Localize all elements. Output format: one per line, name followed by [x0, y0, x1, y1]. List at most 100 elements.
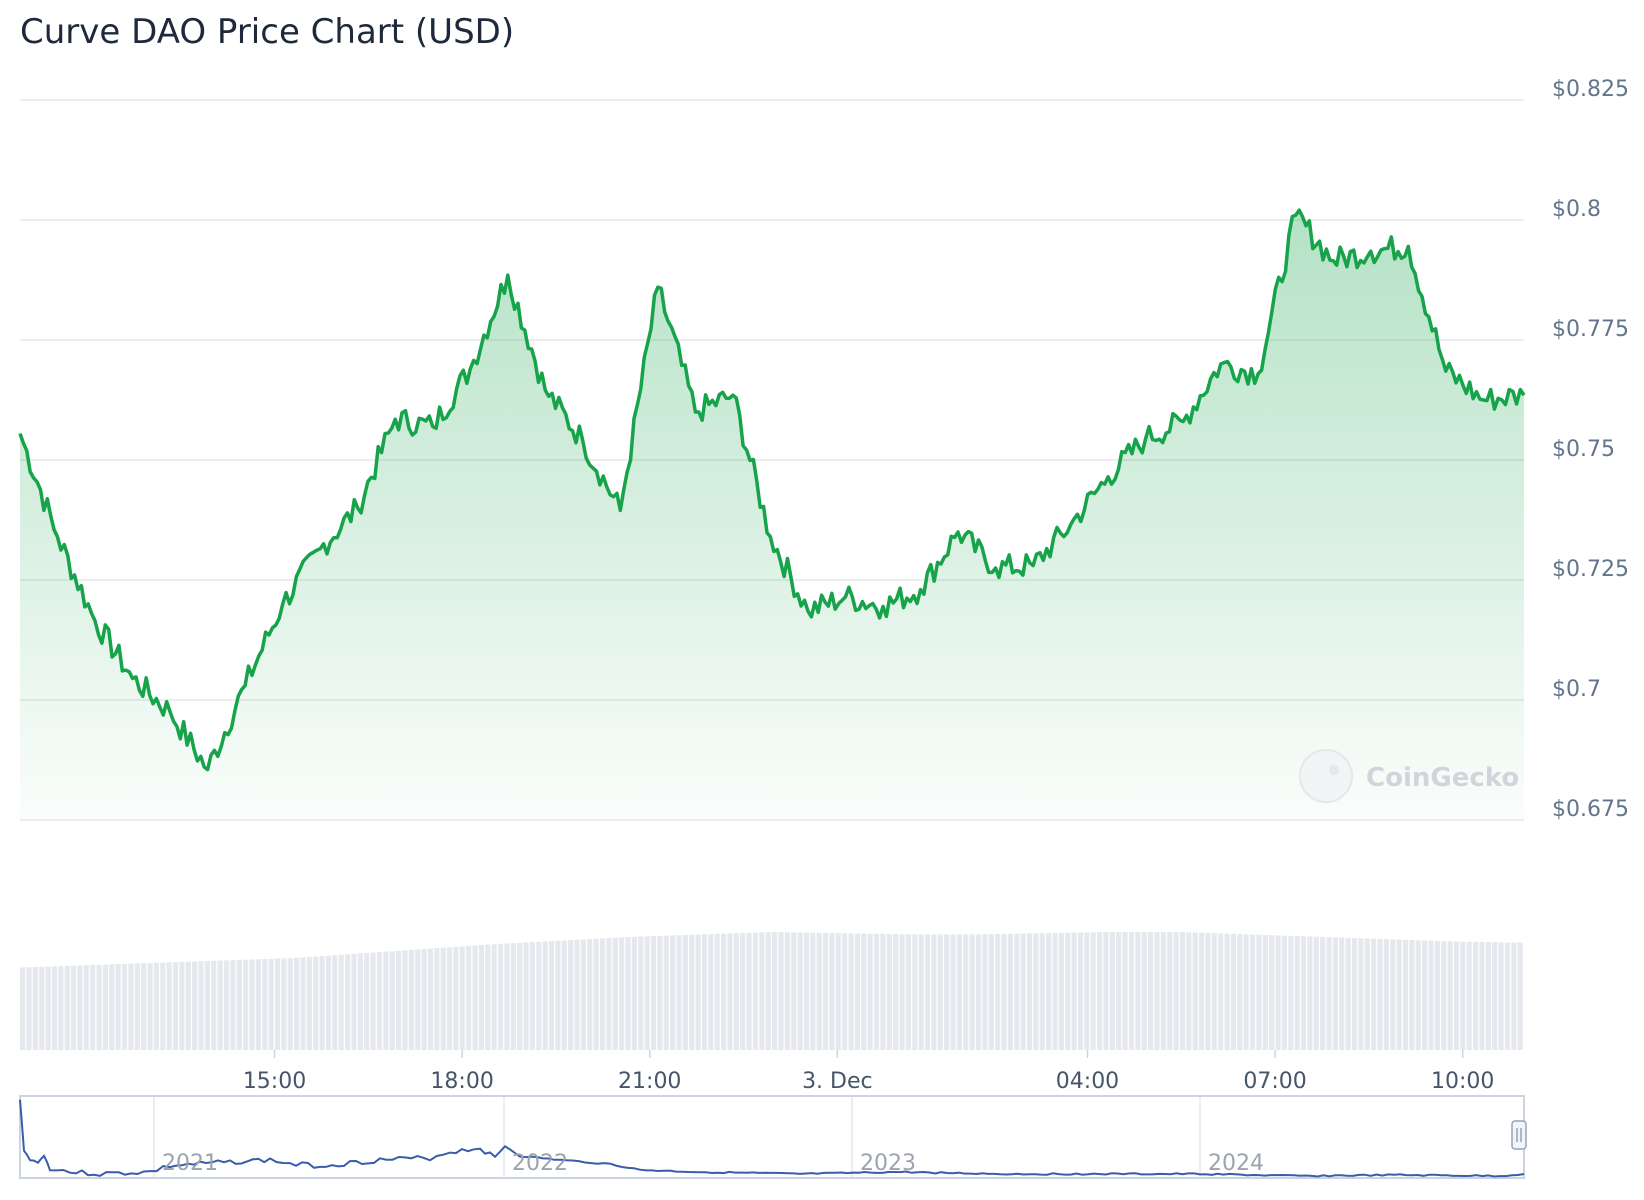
volume-bar [20, 967, 26, 1050]
volume-bar [905, 934, 912, 1050]
y-tick-label: $0.775 [1552, 317, 1629, 342]
volume-bar [1358, 938, 1364, 1050]
volume-bar [822, 932, 829, 1050]
volume-bar [1077, 932, 1084, 1050]
volume-bar [1320, 936, 1326, 1050]
volume-bar [701, 934, 708, 1050]
volume-bar [396, 950, 402, 1050]
volume-bars [20, 932, 1523, 1050]
volume-bar [376, 952, 383, 1050]
volume-bar [1084, 932, 1090, 1050]
gecko-logo-icon [1299, 749, 1353, 803]
volume-bar [1128, 932, 1135, 1050]
volume-bar [517, 942, 523, 1050]
volume-bar [141, 963, 147, 1050]
navigator-handle[interactable] [1511, 1120, 1527, 1150]
volume-bar [1243, 934, 1249, 1050]
volume-bar [912, 934, 918, 1050]
volume-bar [64, 965, 70, 1050]
volume-bar [166, 962, 172, 1050]
volume-bar [147, 962, 153, 1050]
navigator-labels: 2021 2022 2023 2024 [162, 1151, 1264, 1176]
volume-bar [204, 960, 210, 1050]
volume-bar [1116, 932, 1122, 1050]
volume-bar [625, 937, 631, 1050]
x-tick-label: 18:00 [430, 1069, 493, 1094]
volume-bar [848, 933, 854, 1050]
navigator-frame [19, 1095, 1525, 1179]
volume-bar [504, 943, 510, 1050]
volume-bar [1288, 935, 1294, 1050]
volume-bar [1007, 933, 1013, 1050]
volume-bar [1473, 941, 1479, 1050]
volume-bar [364, 952, 370, 1050]
volume-bar [223, 960, 230, 1050]
volume-bar [791, 932, 797, 1050]
x-tick-label: 07:00 [1243, 1069, 1306, 1094]
range-navigator[interactable]: 2021 2022 2023 2024 [19, 1095, 1527, 1179]
y-tick-label: $0.825 [1552, 77, 1629, 102]
volume-bar [1014, 933, 1020, 1050]
navigator-year-label: 2024 [1208, 1151, 1264, 1176]
volume-bar [408, 949, 414, 1050]
volume-bar [345, 954, 351, 1050]
volume-bar [1020, 933, 1026, 1050]
volume-bar [924, 934, 931, 1050]
volume-bar [778, 932, 784, 1050]
volume-bar [1364, 938, 1370, 1050]
volume-bar [192, 961, 198, 1050]
volume-bar [1135, 932, 1141, 1050]
volume-bar [1109, 932, 1115, 1050]
volume-bar [1511, 942, 1517, 1050]
volume-bar [1504, 942, 1511, 1050]
volume-bar [389, 951, 395, 1050]
volume-bar [536, 941, 542, 1050]
volume-bar [995, 933, 1001, 1050]
volume-bar [243, 959, 249, 1050]
x-tick-label: 21:00 [618, 1069, 681, 1094]
volume-bar [1160, 932, 1166, 1050]
volume-bar [1090, 932, 1096, 1050]
volume-bar [574, 939, 580, 1050]
volume-bar [969, 934, 975, 1050]
volume-bar [453, 946, 459, 1050]
volume-bar [740, 932, 746, 1050]
volume-bar [784, 932, 790, 1050]
volume-bar [873, 933, 880, 1050]
volume-bar [523, 942, 529, 1050]
coingecko-watermark: CoinGecko [1299, 749, 1519, 803]
volume-bar [988, 934, 994, 1050]
volume-bar [485, 944, 491, 1050]
volume-bar [179, 961, 185, 1050]
volume-bar [963, 934, 969, 1050]
volume-bar [1517, 942, 1523, 1050]
y-tick-label: $0.675 [1552, 797, 1629, 822]
volume-bar [797, 932, 803, 1050]
volume-bar [306, 956, 312, 1050]
volume-bar [982, 934, 988, 1050]
navigator-year-label: 2023 [860, 1151, 916, 1176]
volume-bar [268, 958, 274, 1050]
volume-bar [1326, 937, 1332, 1050]
volume-bar [1039, 933, 1045, 1050]
volume-bar [689, 934, 695, 1050]
volume-bar [1237, 934, 1243, 1050]
volume-bar [230, 960, 236, 1050]
volume-bar [115, 964, 121, 1050]
volume-bar [383, 951, 389, 1050]
volume-bar [172, 962, 179, 1050]
volume-bar [1269, 935, 1275, 1050]
volume-bar [956, 934, 962, 1050]
price-area [20, 210, 1524, 821]
volume-bar [1351, 938, 1358, 1050]
volume-bar [294, 957, 300, 1050]
volume-bar [1224, 933, 1230, 1050]
volume-bar [631, 936, 637, 1050]
volume-bar [1205, 932, 1211, 1050]
volume-bar [1453, 941, 1460, 1050]
volume-bar [886, 934, 892, 1050]
price-line[interactable] [18, 208, 1526, 772]
volume-bar [70, 965, 77, 1050]
volume-bar [721, 933, 727, 1050]
